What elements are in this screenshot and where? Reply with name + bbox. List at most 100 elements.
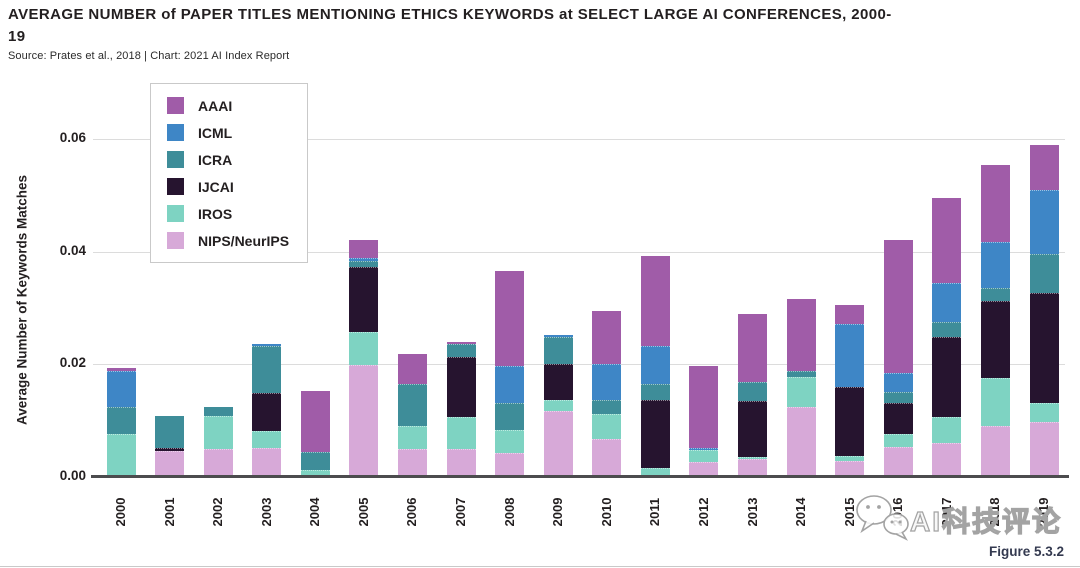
bar-2015 [835, 305, 865, 477]
bar-2001 [155, 416, 185, 477]
bar-segment-ijcai [446, 357, 476, 417]
bar-segment-nips-neurips [689, 461, 719, 477]
bar-segment-icra [1029, 253, 1059, 293]
x-tick-label: 2011 [647, 497, 663, 527]
bar-segment-iros [495, 429, 525, 454]
bar-segment-nips-neurips [495, 453, 525, 477]
bar-segment-nips-neurips [932, 443, 962, 477]
bar-segment-aaai [835, 305, 865, 324]
bar-2007 [446, 341, 476, 477]
legend-swatch [167, 232, 184, 249]
bar-segment-iros [1029, 402, 1059, 423]
x-tick-label: 2002 [210, 497, 226, 527]
bar-segment-icml [932, 283, 962, 323]
bar-segment-ijcai [835, 387, 865, 457]
bar-2011 [640, 256, 670, 477]
bar-segment-icml [592, 364, 622, 401]
bar-segment-ijcai [155, 448, 185, 452]
bar-2005 [349, 240, 379, 477]
legend: AAAI ICML ICRA IJCAI IROS NIPS/NeurIPS [150, 83, 309, 263]
gridline [93, 251, 1065, 253]
bar-2006 [397, 354, 427, 477]
legend-item-nips-neurips: NIPS/NeurIPS [167, 232, 289, 249]
x-tick-label: 2009 [550, 497, 566, 527]
bar-2010 [592, 311, 622, 477]
bar-2009 [543, 334, 573, 477]
plot-area [93, 139, 1065, 477]
bar-segment-aaai [300, 390, 330, 452]
bar-segment-iros [932, 417, 962, 444]
figure-label: Figure 5.3.2 [988, 544, 1064, 559]
bar-segment-ijcai [883, 402, 913, 435]
bar-segment-iros [835, 456, 865, 462]
bar-segment-nips-neurips [738, 458, 768, 477]
bar-segment-aaai [397, 354, 427, 385]
bar-2012 [689, 366, 719, 477]
bar-segment-ijcai [543, 364, 573, 401]
x-tick-label: 2008 [501, 497, 517, 527]
legend-swatch [167, 205, 184, 222]
bar-segment-iros [252, 431, 282, 449]
bar-segment-iros [689, 449, 719, 462]
bar-segment-nips-neurips [835, 461, 865, 477]
bar-segment-icra [252, 345, 282, 393]
bar-2018 [980, 164, 1010, 477]
x-tick-label: 2014 [793, 497, 809, 527]
legend-label: NIPS/NeurIPS [198, 232, 290, 249]
legend-swatch [167, 124, 184, 141]
bar-segment-aaai [592, 311, 622, 365]
bar-segment-nips-neurips [1029, 422, 1059, 477]
source-line: Source: Prates et al., 2018 | Chart: 202… [8, 50, 290, 62]
bar-segment-nips-neurips [155, 451, 185, 477]
legend-item-icml: ICML [167, 124, 289, 141]
bar-segment-iros [203, 416, 233, 449]
bar-segment-aaai [980, 164, 1010, 243]
bar-segment-icra [203, 407, 233, 417]
bar-segment-iros [543, 400, 573, 411]
bar-segment-icra [155, 416, 185, 449]
bar-segment-iros [106, 433, 136, 476]
watermark-text: AI科技评论 [909, 505, 1063, 537]
gridline [93, 139, 1065, 140]
bar-segment-icml [106, 370, 136, 407]
page-title: AVERAGE NUMBER of PAPER TITLES MENTIONIN… [8, 6, 892, 45]
bar-segment-aaai [349, 240, 379, 259]
bar-segment-nips-neurips [349, 365, 379, 477]
bar-segment-nips-neurips [543, 410, 573, 477]
legend-swatch [167, 151, 184, 168]
bar-2003 [252, 344, 282, 477]
bar-2002 [203, 407, 233, 477]
bar-2014 [786, 299, 816, 477]
bar-segment-icml [1029, 189, 1059, 254]
bar-segment-icml [349, 258, 379, 261]
bar-segment-icml [883, 372, 913, 392]
bar-2000 [106, 368, 136, 477]
bar-segment-ijcai [932, 336, 962, 418]
bar-segment-icra [592, 400, 622, 415]
x-tick-label: 2003 [258, 497, 274, 527]
bar-2004 [300, 390, 330, 477]
bar-2008 [495, 270, 525, 477]
bar-segment-ijcai [349, 266, 379, 332]
y-axis-title: Average Number of Keywords Matches [14, 174, 30, 426]
bar-segment-icml [835, 323, 865, 388]
bar-segment-aaai [786, 299, 816, 371]
x-tick-label: 2001 [161, 497, 177, 527]
bar-segment-icra [883, 391, 913, 403]
bar-segment-ijcai [738, 400, 768, 457]
gridline [93, 364, 1065, 366]
bar-segment-ijcai [252, 392, 282, 432]
x-axis-baseline [91, 475, 1069, 478]
bar-segment-icra [349, 260, 379, 267]
bar-segment-ijcai [640, 400, 670, 468]
x-tick-label: 2007 [453, 497, 469, 527]
x-tick-label: 2000 [113, 497, 128, 527]
y-tick-label: 0.04 [59, 242, 86, 258]
bar-segment-nips-neurips [203, 448, 233, 477]
bar-segment-icra [495, 402, 525, 430]
bar-segment-nips-neurips [592, 439, 622, 477]
bar-segment-icra [738, 381, 768, 401]
bar-segment-icml [980, 242, 1010, 288]
bar-segment-nips-neurips [397, 448, 427, 477]
legend-item-aaai: AAAI [167, 97, 289, 114]
